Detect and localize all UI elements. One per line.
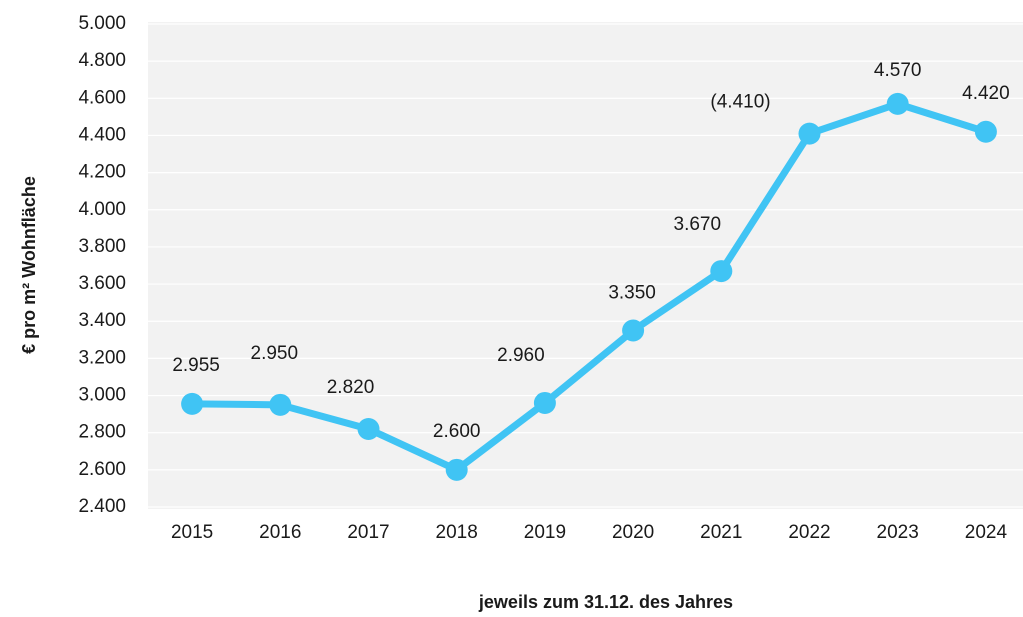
data-label: (4.410) — [710, 92, 770, 113]
y-tick-label: 3.800 — [78, 236, 126, 257]
data-label: 4.570 — [874, 60, 922, 81]
x-tick-label: 2023 — [877, 522, 919, 543]
y-tick-label: 4.000 — [78, 199, 126, 220]
y-tick-label: 3.400 — [78, 310, 126, 331]
y-tick-label: 2.400 — [78, 496, 126, 517]
point — [533, 391, 556, 414]
y-tick-label: 4.800 — [78, 50, 126, 71]
data-label: 2.960 — [497, 345, 545, 366]
y-tick-label: 2.600 — [78, 459, 126, 480]
point — [357, 417, 380, 440]
y-tick-label: 4.600 — [78, 87, 126, 108]
x-tick-label: 2021 — [700, 522, 742, 543]
x-tick-label: 2017 — [347, 522, 389, 543]
y-tick-label: 2.800 — [78, 422, 126, 443]
plot-area — [148, 22, 1023, 509]
point — [798, 122, 821, 145]
y-tick-label: 3.600 — [78, 273, 126, 294]
data-label: 2.820 — [327, 377, 375, 398]
y-tick-label: 5.000 — [78, 13, 126, 34]
y-tick-label: 3.000 — [78, 385, 126, 406]
data-label: 2.950 — [251, 343, 299, 364]
y-tick-label: 4.400 — [78, 124, 126, 145]
x-tick-label: 2015 — [171, 522, 213, 543]
y-tick-label: 4.200 — [78, 162, 126, 183]
point — [622, 319, 645, 342]
point — [269, 393, 292, 416]
data-label: 3.350 — [608, 283, 656, 304]
x-tick-label: 2016 — [259, 522, 301, 543]
point — [181, 392, 204, 415]
point — [974, 120, 997, 143]
x-tick-label: 2018 — [436, 522, 478, 543]
data-label: 3.670 — [674, 214, 722, 235]
x-tick-label: 2024 — [965, 522, 1008, 543]
data-label: 4.420 — [962, 83, 1010, 104]
line — [192, 100, 987, 474]
x-axis-title: jeweils zum 31.12. des Jahres — [478, 592, 733, 612]
y-tick-label: 3.200 — [78, 347, 126, 368]
x-tick-label: 2020 — [612, 522, 654, 543]
point — [445, 458, 468, 481]
data-label: 2.955 — [172, 355, 220, 376]
x-tick-label: 2019 — [524, 522, 566, 543]
x-tick-label: 2022 — [788, 522, 830, 543]
data-label: 2.600 — [433, 421, 481, 442]
point — [710, 260, 733, 283]
point — [886, 92, 909, 115]
y-axis-title: € pro m² Wohnfläche — [19, 176, 39, 354]
